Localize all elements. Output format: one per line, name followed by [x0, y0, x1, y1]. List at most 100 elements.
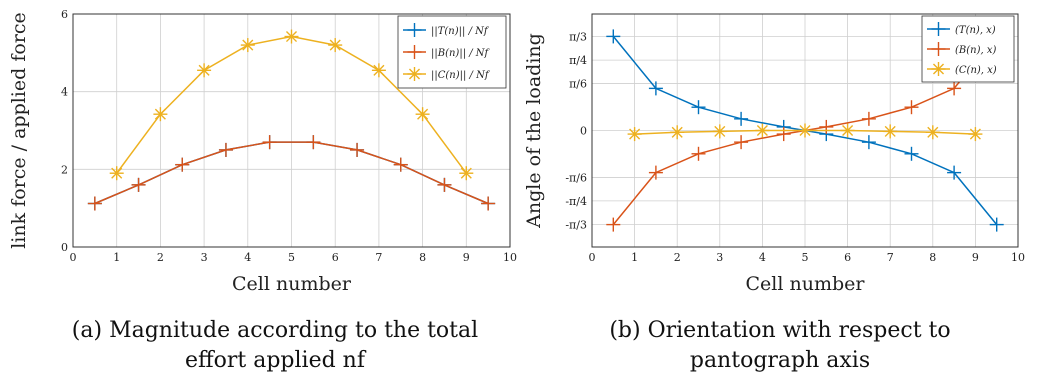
x-axis-label: Cell number: [746, 273, 866, 295]
data-point: [175, 157, 190, 172]
y-tick-label: 0: [580, 125, 587, 138]
data-point: [606, 29, 621, 44]
data-point: [197, 63, 212, 78]
x-tick-label: 4: [759, 251, 766, 264]
data-point: [947, 81, 962, 96]
series-group: [87, 29, 496, 211]
legend-entry: (C(n), x): [927, 62, 997, 76]
data-point: [840, 123, 855, 138]
legend-marker: [931, 22, 946, 36]
caption-a-line2: effort applied nf: [184, 348, 365, 373]
caption-b-line2: pantograph axis: [689, 348, 871, 373]
data-point: [481, 196, 496, 211]
legend-entry: (T(n), x): [927, 22, 996, 36]
x-tick-label: 6: [844, 251, 851, 264]
caption-b: (b) Orientation with respect to pantogra…: [560, 316, 1000, 376]
data-point: [861, 111, 876, 126]
plot-magnitude: 0 1 2 3 4 5 6 7 8 9 10 0 2 4 6 Cell number link force / …: [8, 8, 517, 295]
data-point: [691, 146, 706, 161]
y-axis-label: link force / applied force: [8, 12, 30, 249]
x-tick-label: 5: [288, 251, 295, 264]
data-point: [648, 165, 663, 180]
data-point: [798, 123, 812, 138]
legend-label: (C(n), x): [955, 65, 997, 76]
data-point: [819, 119, 834, 134]
caption-a-line1: (a) Magnitude according to the total: [71, 318, 479, 343]
y-tick-label: π/4: [569, 54, 587, 67]
plot-frame: [72, 13, 511, 248]
x-tick-label: 6: [332, 251, 339, 264]
x-tick-label: 7: [887, 251, 894, 264]
series-line-1: [94, 141, 489, 205]
y-tick-label: 4: [61, 86, 68, 99]
y-tick-label: 6: [61, 8, 68, 21]
caption-b-line1: (b) Orientation with respect to: [609, 318, 951, 343]
legend-marker: [407, 45, 422, 59]
y-axis-label: Angle of the loading: [523, 33, 545, 229]
data-point: [459, 166, 474, 181]
series-group: [606, 29, 1004, 232]
data-point: [989, 217, 1004, 232]
data-point: [861, 135, 876, 150]
y-tick-label: 2: [61, 163, 68, 176]
data-point: [437, 177, 452, 192]
data-point: [883, 124, 898, 139]
data-point: [328, 38, 343, 53]
x-tick-label: 2: [157, 251, 164, 264]
data-point: [925, 125, 940, 140]
data-point: [415, 107, 430, 122]
data-point: [131, 177, 146, 192]
data-point: [712, 124, 727, 139]
legend-entry: ||B(n)|| / Nf: [403, 45, 491, 59]
data-point: [606, 217, 621, 232]
x-tick-label: 9: [463, 251, 470, 264]
legend-label: ||B(n)|| / Nf: [431, 48, 491, 59]
x-tick-label: 4: [244, 251, 251, 264]
data-point: [691, 100, 706, 115]
x-tick-label: 3: [716, 251, 723, 264]
data-point: [776, 127, 791, 142]
data-point: [262, 135, 277, 150]
legend: ||T(n)|| / Nf ||B(n)|| / Nf ||C(n)|| / Nf: [397, 15, 507, 89]
legend-label: (T(n), x): [955, 25, 996, 36]
y-tick-label: π/3: [569, 31, 587, 44]
data-point: [350, 142, 365, 157]
legend-entry: ||C(n)|| / Nf: [403, 67, 491, 81]
legend-marker: [407, 23, 422, 37]
x-tick-label: 1: [113, 251, 120, 264]
data-point: [153, 107, 168, 122]
data-point: [284, 29, 299, 44]
data-point: [393, 157, 408, 172]
data-point: [734, 111, 749, 126]
legend-marker: [931, 62, 946, 76]
x-tick-label: 5: [802, 251, 809, 264]
x-tick-label: 0: [70, 251, 77, 264]
plot-orientation: 0 1 2 3 4 5 6 7 8 9 10 π/3 π/4 π/6 0 -π/6 -π/4 -π/3 Cell n…: [523, 13, 1025, 295]
x-axis-label: Cell number: [232, 273, 352, 295]
legend-label: ||C(n)|| / Nf: [431, 70, 491, 81]
legend-marker: [931, 42, 946, 56]
x-tick-label: 8: [419, 251, 426, 264]
legend: (T(n), x) (B(n), x) (C(n), x): [921, 15, 1015, 83]
y-tick-label: 0: [61, 241, 68, 254]
x-tick-label: 2: [674, 251, 681, 264]
legend-marker: [407, 67, 422, 81]
data-point: [670, 125, 685, 140]
legend-entry: ||T(n)|| / Nf: [403, 23, 490, 37]
x-tick-label: 8: [929, 251, 936, 264]
x-tick-label: 7: [375, 251, 382, 264]
x-tick-label: 1: [631, 251, 638, 264]
y-tick-label: -π/3: [565, 218, 587, 231]
data-point: [87, 196, 102, 211]
x-tick-label: 0: [589, 251, 596, 264]
x-tick-label: 10: [503, 251, 517, 264]
legend-label: ||T(n)|| / Nf: [431, 26, 490, 37]
data-point: [306, 135, 321, 150]
data-point: [648, 81, 663, 96]
data-point: [109, 166, 124, 181]
data-point: [240, 38, 255, 53]
y-tick-label: π/6: [569, 78, 587, 91]
data-point: [371, 63, 386, 78]
data-point: [218, 142, 233, 157]
